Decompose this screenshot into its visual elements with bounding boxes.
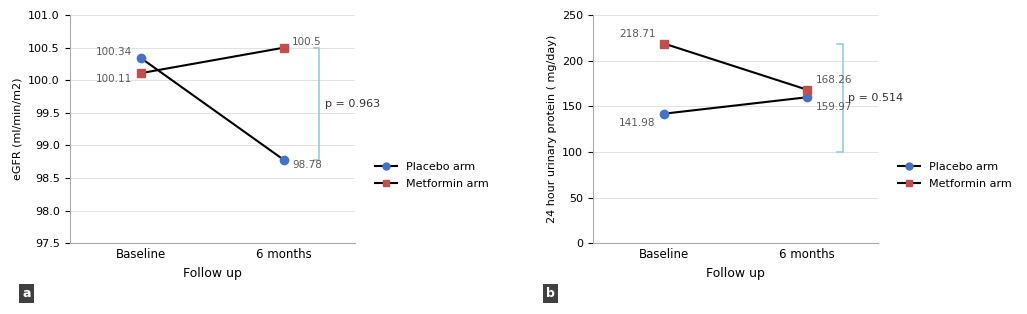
X-axis label: Follow up: Follow up	[183, 267, 241, 279]
Text: 100.34: 100.34	[97, 47, 132, 57]
Text: p = 0.514: p = 0.514	[848, 93, 904, 103]
Text: a: a	[23, 287, 31, 300]
Text: 218.71: 218.71	[619, 29, 656, 39]
X-axis label: Follow up: Follow up	[707, 267, 765, 279]
Text: p = 0.963: p = 0.963	[326, 99, 380, 109]
Text: 141.98: 141.98	[619, 118, 656, 128]
Text: b: b	[545, 287, 555, 300]
Text: 98.78: 98.78	[293, 160, 322, 171]
Text: 100.5: 100.5	[293, 37, 321, 47]
Text: 159.97: 159.97	[815, 102, 852, 112]
Text: 100.11: 100.11	[97, 74, 132, 84]
Y-axis label: eGFR (ml/min/m2): eGFR (ml/min/m2)	[12, 78, 23, 181]
Text: 168.26: 168.26	[815, 75, 852, 85]
Legend: Placebo arm, Metformin arm: Placebo arm, Metformin arm	[899, 162, 1012, 189]
Y-axis label: 24 hour urinary protein ( mg/day): 24 hour urinary protein ( mg/day)	[546, 35, 557, 223]
Legend: Placebo arm, Metformin arm: Placebo arm, Metformin arm	[375, 162, 489, 189]
